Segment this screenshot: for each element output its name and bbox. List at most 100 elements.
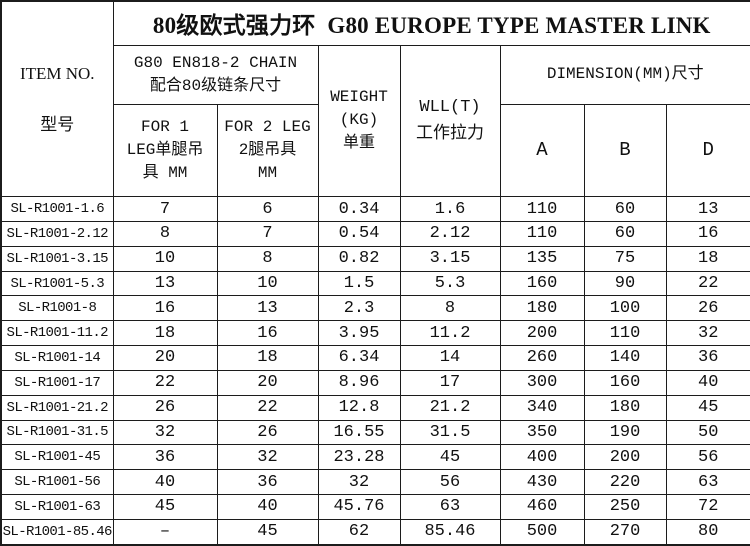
- table-row: SL-R1001-8 16 13 2.3 8 180 100 26: [0, 295, 750, 322]
- header-dimension: DIMENSION(MM)尺寸: [499, 44, 750, 106]
- data-cell: 20: [112, 345, 218, 371]
- data-cell: 56: [399, 469, 501, 496]
- table-title: 80级欧式强力环 G80 EUROPE TYPE MASTER LINK: [112, 0, 750, 46]
- data-cell: 180: [499, 295, 585, 322]
- data-cell: 32: [317, 469, 401, 496]
- data-cell: 190: [583, 419, 667, 446]
- data-cell: 11.2: [399, 320, 501, 347]
- data-cell: 110: [499, 220, 585, 247]
- header-wll: WLL(T) 工作拉力: [399, 44, 501, 198]
- data-cell: 63: [399, 494, 501, 520]
- data-cell: 26: [216, 419, 319, 446]
- data-cell: 45: [216, 518, 319, 546]
- data-cell: 31.5: [399, 419, 501, 446]
- data-cell: 40: [216, 494, 319, 520]
- data-cell: 20: [216, 369, 319, 396]
- data-cell: 6.34: [317, 345, 401, 371]
- data-cell: 26: [665, 295, 750, 322]
- header-group-row: G80 EN818-2 CHAIN 配合80级链条尺寸 WEIGHT (KG) …: [1, 44, 750, 198]
- data-cell: 180: [583, 394, 667, 421]
- data-cell: 140: [583, 345, 667, 371]
- data-cell: 5.3: [399, 270, 501, 297]
- data-cell: 200: [499, 320, 585, 347]
- data-cell: 18: [112, 320, 218, 347]
- table-row: SL-R1001-56 40 36 32 56 430 220 63: [0, 469, 750, 496]
- data-cell: 8: [399, 295, 501, 322]
- data-cell: 8.96: [317, 369, 401, 396]
- header-chain-group: G80 EN818-2 CHAIN 配合80级链条尺寸: [112, 44, 319, 106]
- data-cell: 200: [583, 444, 667, 471]
- table-row: SL-R1001-31.5 32 26 16.55 31.5 350 190 50: [0, 419, 750, 446]
- data-cell: 36: [216, 469, 319, 496]
- data-cell: 110: [583, 320, 667, 347]
- data-cell: 45.76: [317, 494, 401, 520]
- data-cell: 0.82: [317, 245, 401, 272]
- data-cell: 62: [317, 518, 401, 546]
- table-row: SL-R1001-14 20 18 6.34 14 260 140 36: [0, 345, 750, 371]
- data-cell: 1.6: [399, 196, 501, 222]
- data-cell: 2.12: [399, 220, 501, 247]
- data-cell: 270: [583, 518, 667, 546]
- data-cell: 21.2: [399, 394, 501, 421]
- table-row: SL-R1001-11.2 18 16 3.95 11.2 200 110 32: [0, 320, 750, 347]
- header-dim-d: D: [665, 104, 750, 198]
- item-no-cell: SL-R1001-5.3: [0, 270, 114, 297]
- header-item-no: ITEM NO. 型号: [0, 0, 114, 198]
- data-cell: 160: [583, 369, 667, 396]
- data-cell: 40: [665, 369, 750, 396]
- data-cell: 40: [112, 469, 218, 496]
- data-cell: 6: [216, 196, 319, 222]
- title-row: ITEM NO. 型号 80级欧式强力环 G80 EUROPE TYPE MAS…: [0, 0, 750, 198]
- data-cell: 10: [112, 245, 218, 272]
- item-no-cell: SL-R1001-1.6: [0, 196, 114, 222]
- header-for-2-leg: FOR 2 LEG 2腿吊具 MM: [216, 104, 319, 198]
- data-cell: 13: [112, 270, 218, 297]
- data-cell: 72: [665, 494, 750, 520]
- data-cell: 220: [583, 469, 667, 496]
- data-cell: 63: [665, 469, 750, 496]
- item-no-cell: SL-R1001-3.15: [0, 245, 114, 272]
- item-no-cell: SL-R1001-21.2: [0, 394, 114, 421]
- data-cell: 100: [583, 295, 667, 322]
- data-cell: 3.95: [317, 320, 401, 347]
- data-cell: 16.55: [317, 419, 401, 446]
- data-cell: 250: [583, 494, 667, 520]
- data-cell: 60: [583, 220, 667, 247]
- data-cell: 26: [112, 394, 218, 421]
- data-cell: 75: [583, 245, 667, 272]
- data-cell: 8: [216, 245, 319, 272]
- data-cell: 22: [665, 270, 750, 297]
- data-cell: 56: [665, 444, 750, 471]
- data-cell: 0.54: [317, 220, 401, 247]
- data-cell: 45: [399, 444, 501, 471]
- header-weight: WEIGHT (KG) 单重: [317, 44, 401, 198]
- data-cell: 500: [499, 518, 585, 546]
- data-cell: 350: [499, 419, 585, 446]
- data-cell: 2.3: [317, 295, 401, 322]
- data-cell: 12.8: [317, 394, 401, 421]
- header-dim-a: A: [499, 104, 585, 198]
- table-row: SL-R1001-21.2 26 22 12.8 21.2 340 180 45: [0, 394, 750, 421]
- data-cell: 18: [665, 245, 750, 272]
- data-cell: 7: [216, 220, 319, 247]
- data-cell: 340: [499, 394, 585, 421]
- data-cell: 16: [665, 220, 750, 247]
- item-no-cell: SL-R1001-31.5: [0, 419, 114, 446]
- data-cell: 60: [583, 196, 667, 222]
- table-row: SL-R1001-5.3 13 10 1.5 5.3 160 90 22: [0, 270, 750, 297]
- data-cell: 460: [499, 494, 585, 520]
- data-cell: 400: [499, 444, 585, 471]
- item-no-cell: SL-R1001-56: [0, 469, 114, 496]
- header-dim-b: B: [583, 104, 667, 198]
- data-cell: 32: [216, 444, 319, 471]
- item-no-cell: SL-R1001-85.46: [0, 518, 114, 546]
- item-no-cell: SL-R1001-45: [0, 444, 114, 471]
- data-cell: 3.15: [399, 245, 501, 272]
- data-cell: 16: [112, 295, 218, 322]
- data-cell: 32: [112, 419, 218, 446]
- data-cell: 10: [216, 270, 319, 297]
- table-row: SL-R1001-1.6 7 6 0.34 1.6 110 60 13: [0, 196, 750, 222]
- data-cell: 90: [583, 270, 667, 297]
- data-cell: 22: [216, 394, 319, 421]
